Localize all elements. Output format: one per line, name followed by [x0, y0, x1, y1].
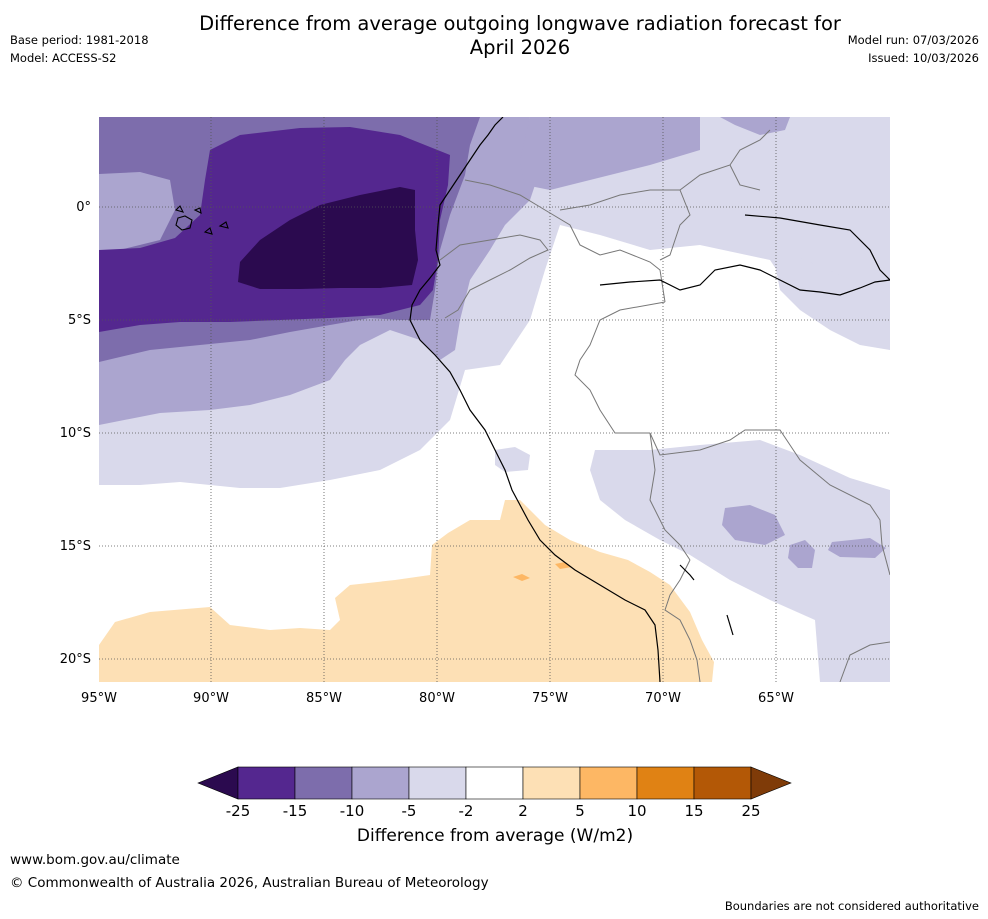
anomaly-region-medium-blob-1	[722, 505, 785, 545]
colorbar-tick: 15	[684, 802, 703, 820]
lon-tick-label: 75°W	[532, 691, 568, 706]
lon-tick-label: 70°W	[645, 691, 681, 706]
colorbar-tick: -2	[459, 802, 474, 820]
lat-tick-label: 15°S	[60, 539, 91, 554]
anomaly-region-light-southeast	[590, 440, 890, 682]
map-title: Difference from average outgoing longwav…	[199, 12, 841, 59]
colorbar-arrow-right	[750, 766, 792, 800]
colorbar	[197, 766, 792, 800]
colorbar-tick: 2	[518, 802, 528, 820]
anomaly-region-medium-east-corner	[720, 117, 790, 135]
colorbar-swatch	[408, 766, 467, 800]
colorbar-swatch	[636, 766, 695, 800]
model-name: Model: ACCESS-S2	[10, 51, 117, 65]
anomaly-region-positive	[99, 500, 714, 682]
lat-tick-label: 5°S	[68, 313, 91, 328]
issued-date: Issued: 10/03/2026	[868, 51, 979, 65]
copyright-notice: © Commonwealth of Australia 2026, Austra…	[10, 875, 489, 891]
base-period: Base period: 1981-2018	[10, 33, 149, 47]
boundaries-disclaimer: Boundaries are not considered authoritat…	[724, 899, 979, 913]
anomaly-region-medium-blob-3	[828, 538, 886, 558]
lat-tick-label: 0°	[76, 200, 91, 215]
lat-tick-labels: 0° 5°S 10°S 15°S 20°S	[60, 200, 91, 667]
lon-tick-label: 65°W	[758, 691, 794, 706]
colorbar-swatch	[579, 766, 638, 800]
colorbar-swatch	[693, 766, 752, 800]
colorbar-tick: 10	[627, 802, 646, 820]
colorbar-swatch	[237, 766, 296, 800]
anomaly-region-medium-blob-2	[788, 540, 815, 568]
model-run: Model run: 07/03/2026	[847, 33, 979, 47]
colorbar-arrow-left	[197, 766, 239, 800]
colorbar-tick: 5	[575, 802, 585, 820]
lon-tick-label: 80°W	[419, 691, 455, 706]
anomaly-patch-orange-2	[555, 562, 572, 569]
anomaly-region-medium-east-top	[520, 117, 700, 190]
colorbar-tick-labels: -25 -15 -10 -5 -2 2 5 10 15 25	[226, 802, 761, 820]
colorbar-tick: -5	[402, 802, 417, 820]
country-borders	[439, 129, 890, 682]
graticule	[99, 117, 890, 682]
coastlines	[409, 117, 890, 682]
lat-tick-label: 20°S	[60, 652, 91, 667]
galapagos-islands	[174, 205, 229, 235]
colorbar-swatch	[522, 766, 581, 800]
colorbar-swatch	[465, 766, 524, 800]
anomaly-patch-orange-1	[513, 574, 530, 581]
meta-left: Base period: 1981-2018 Model: ACCESS-S2	[10, 31, 149, 67]
colorbar-swatch	[294, 766, 353, 800]
lon-tick-label: 95°W	[81, 691, 117, 706]
lat-tick-label: 10°S	[60, 426, 91, 441]
anomaly-region-light-east	[775, 258, 890, 350]
colorbar-tick: -15	[283, 802, 308, 820]
lon-tick-labels: 95°W 90°W 85°W 80°W 75°W 70°W 65°W	[81, 691, 794, 706]
anomaly-region-darkest	[238, 187, 418, 289]
map-area	[99, 117, 890, 682]
website-link[interactable]: www.bom.gov.au/climate	[10, 852, 180, 868]
colorbar-tick: -25	[226, 802, 251, 820]
lon-tick-label: 90°W	[193, 691, 229, 706]
meta-right: Model run: 07/03/2026 Issued: 10/03/2026	[848, 31, 979, 67]
colorbar-tick: -10	[340, 802, 365, 820]
colorbar-label: Difference from average (W/m2)	[356, 826, 634, 846]
lon-tick-label: 85°W	[306, 691, 342, 706]
colorbar-swatch	[351, 766, 410, 800]
colorbar-tick: 25	[741, 802, 760, 820]
anomaly-region-light-patch	[495, 447, 530, 472]
